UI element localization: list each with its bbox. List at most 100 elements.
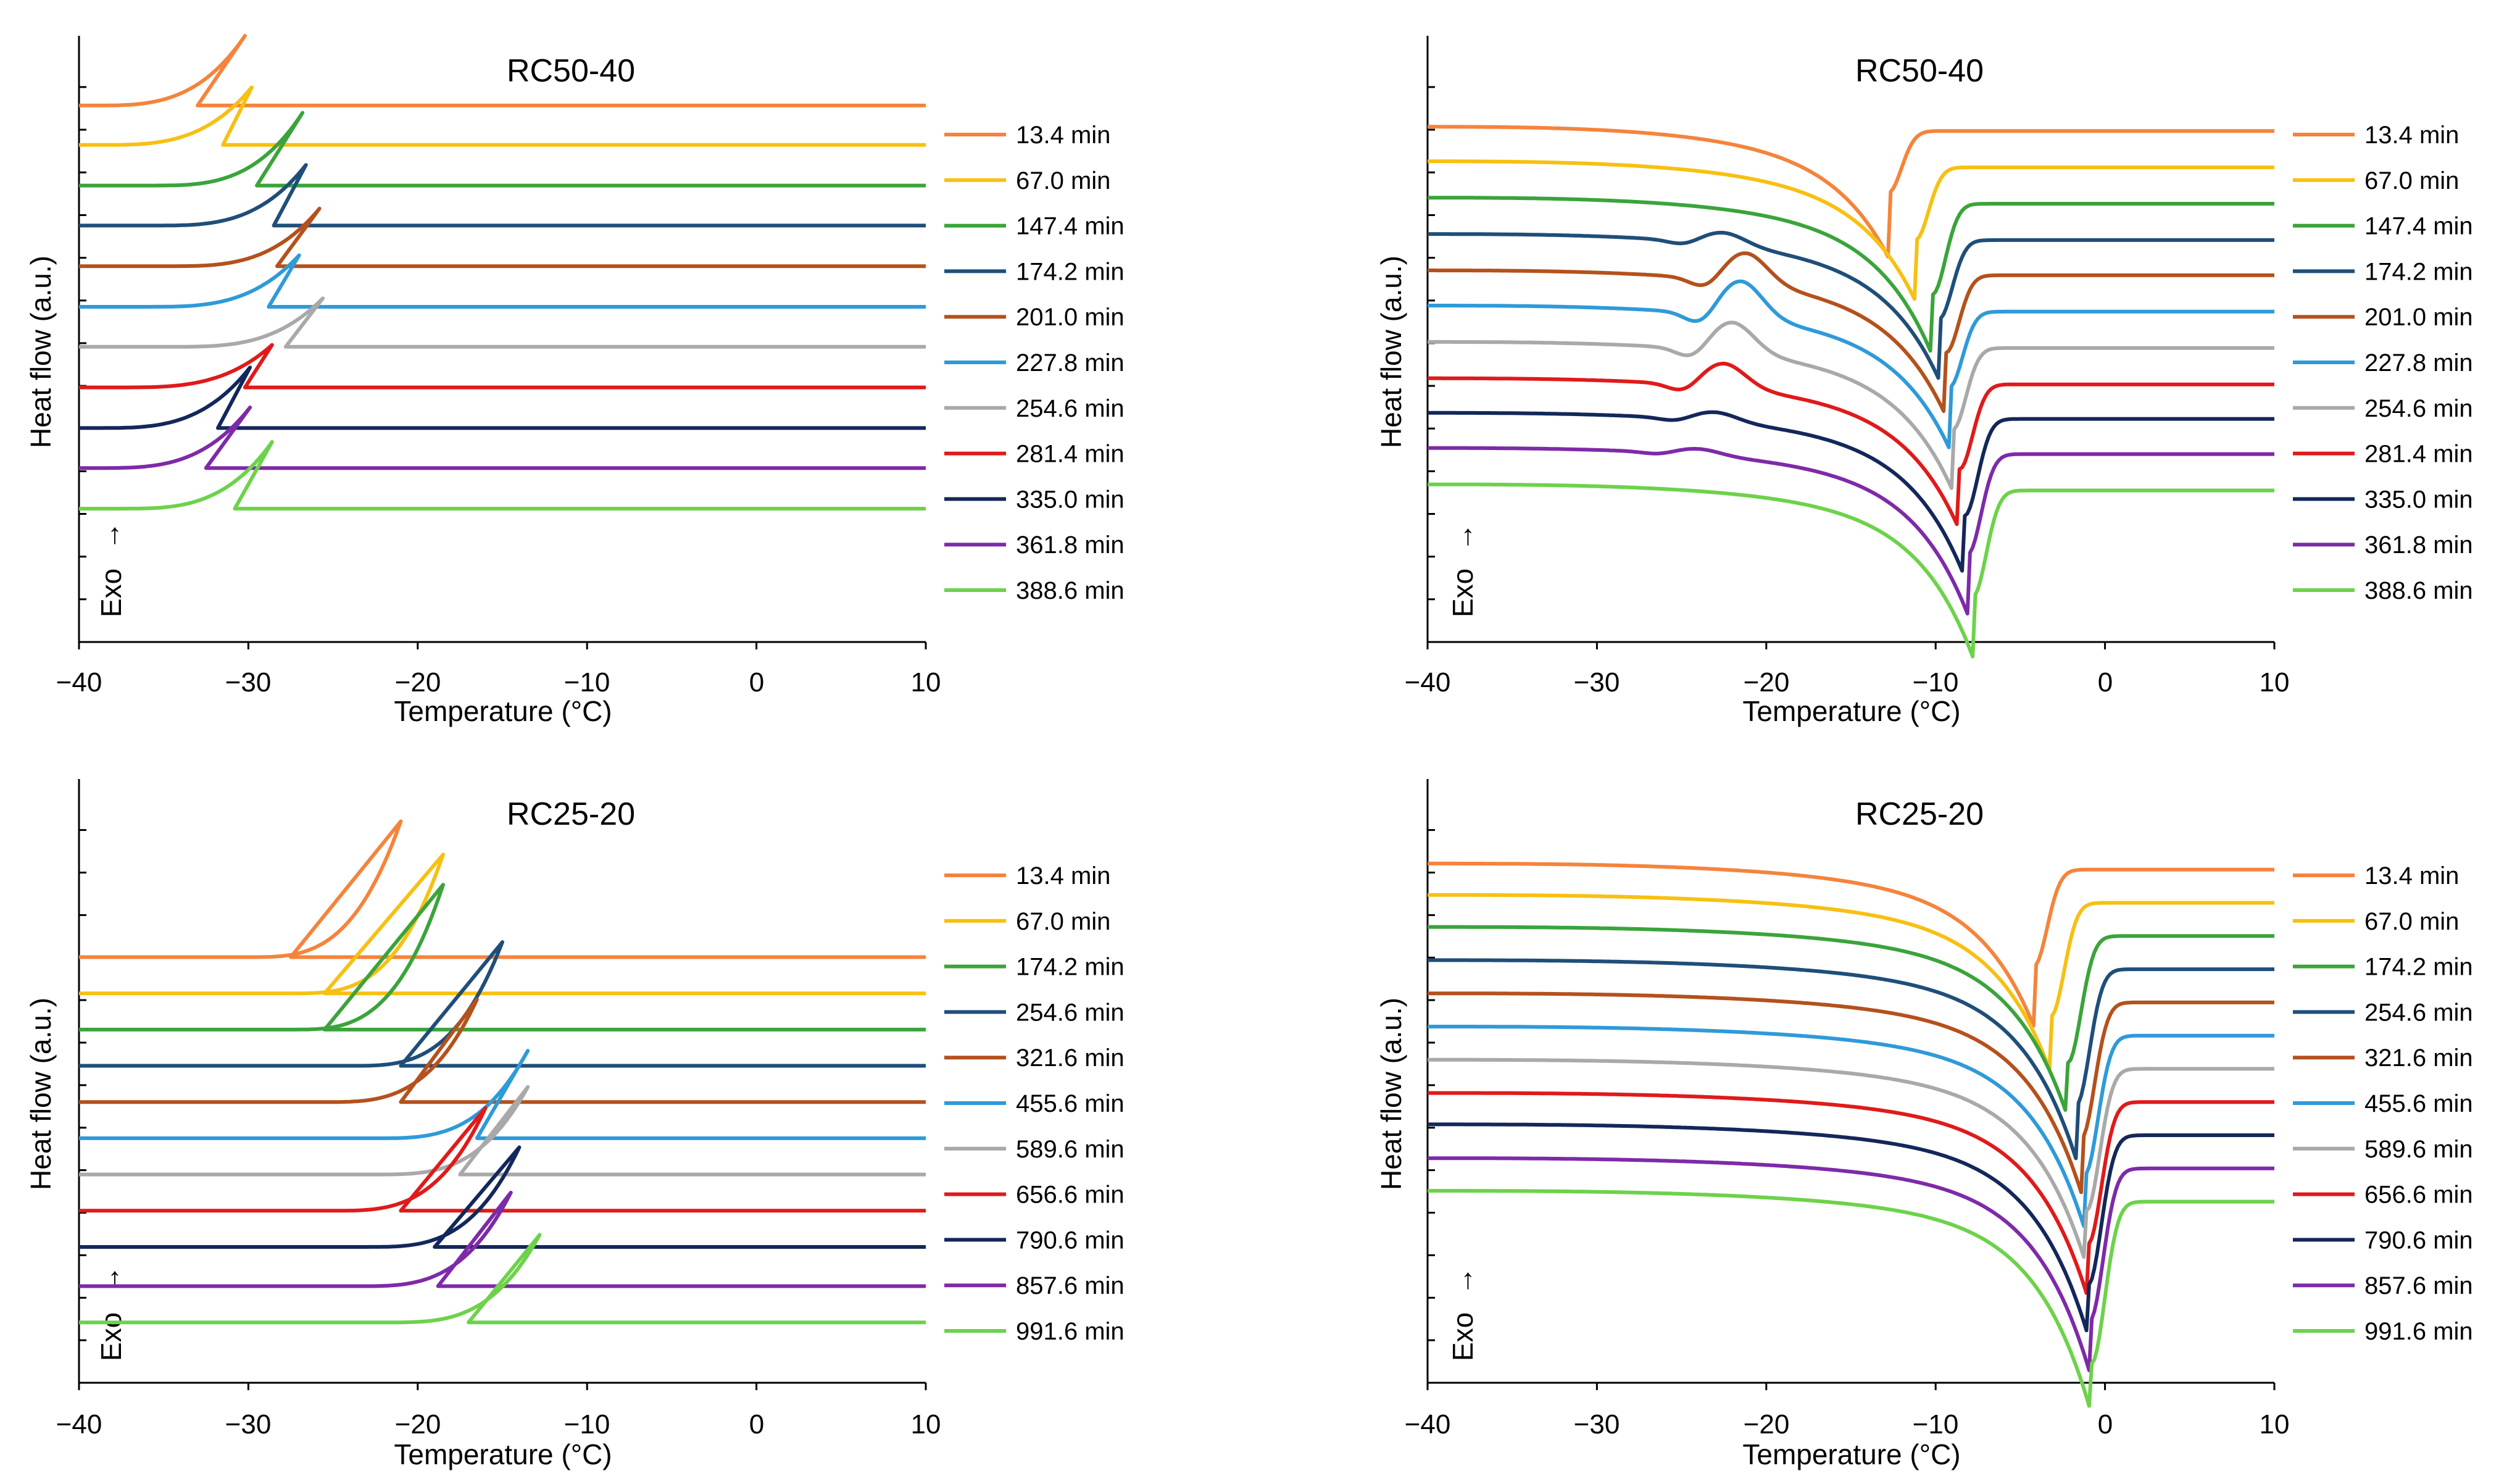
legend-label: 227.8 min (2364, 349, 2473, 377)
x-tick-label: −20 (1744, 667, 1790, 698)
exo-label: Exo (95, 1312, 127, 1361)
series-line (79, 163, 926, 228)
series-line (79, 296, 926, 349)
panel-title: RC50-40 (1855, 53, 1984, 89)
series-line (1428, 861, 2274, 1028)
series-line (79, 85, 926, 147)
legend: 13.4 min 67.0 min 147.4 min 174.2 min 201.0 … (944, 122, 1125, 604)
legend-label: 790.6 min (1016, 1227, 1125, 1254)
x-tick-label: −10 (1913, 1409, 1959, 1440)
legend-label: 857.6 min (1016, 1272, 1125, 1299)
legend-label: 147.4 min (1016, 213, 1125, 240)
x-tick-label: 10 (911, 667, 941, 698)
series-line (79, 34, 926, 107)
x-tick-label: −10 (564, 1409, 610, 1440)
series-line (79, 819, 926, 959)
series-line (1428, 410, 2274, 573)
series-line (1428, 230, 2274, 380)
x-tick-label: −30 (1574, 667, 1620, 698)
legend-label: 335.0 min (1016, 486, 1125, 513)
y-axis-label: Heat flow (a.u.) (1375, 998, 1407, 1190)
x-axis-label: Temperature (°C) (394, 1438, 612, 1470)
x-tick-label: −30 (225, 667, 272, 698)
series-line (79, 206, 926, 269)
series-group (79, 34, 926, 511)
y-axis-label: Heat flow (a.u.) (1375, 256, 1407, 448)
series-line (1428, 1156, 2274, 1372)
x-tick-label: 0 (749, 1409, 764, 1440)
series-line (79, 440, 926, 511)
legend-label: 67.0 min (2364, 908, 2459, 935)
legend-label: 589.6 min (2364, 1136, 2473, 1163)
legend-label: 13.4 min (2364, 122, 2459, 149)
legend-label: 361.8 min (1016, 531, 1125, 559)
series-line (1428, 159, 2274, 301)
series-line (79, 1145, 926, 1249)
series-line (79, 343, 926, 390)
legend-label: 790.6 min (2364, 1227, 2473, 1254)
series-line (1428, 1122, 2274, 1333)
legend-label: 281.4 min (2364, 441, 2473, 468)
y-ticks (79, 86, 86, 643)
series-line (1428, 893, 2274, 1072)
legend-label: 656.6 min (2364, 1182, 2473, 1209)
panel-rc50-40-cooling: RC50-40 Heat flow (a.u.) Temperature (°C… (25, 34, 1125, 727)
panel-rc50-40-heating: RC50-40 Heat flow (a.u.) Temperature (°C… (1375, 36, 2473, 727)
series-line (79, 406, 926, 470)
series-line (1428, 446, 2274, 615)
legend-label: 201.0 min (2364, 304, 2473, 331)
legend-label: 254.6 min (1016, 395, 1125, 422)
exo-arrow-icon: ↑ (108, 517, 122, 549)
series-group (1428, 125, 2274, 659)
x-axis-label: Temperature (°C) (1742, 695, 1960, 727)
legend-label: 321.6 min (1016, 1044, 1125, 1072)
x-tick-label: −20 (395, 667, 441, 698)
series-line (1428, 1057, 2274, 1259)
series-line (1428, 196, 2274, 353)
x-tick-labels: −40 −30 −20 −10 0 10 (1405, 1409, 2290, 1440)
series-line (79, 1106, 926, 1213)
legend-label: 991.6 min (1016, 1318, 1125, 1345)
exo-label: Exo (1447, 1312, 1479, 1361)
legend-label: 857.6 min (2364, 1272, 2473, 1299)
x-tick-label: −40 (1405, 1409, 1451, 1440)
x-axis-label: Temperature (°C) (394, 695, 612, 727)
series-line (1428, 125, 2274, 259)
legend-label: 455.6 min (2364, 1090, 2473, 1117)
y-ticks (1428, 86, 1435, 643)
legend-label: 991.6 min (2364, 1318, 2473, 1345)
legend-label: 455.6 min (1016, 1090, 1125, 1117)
series-line (79, 1049, 926, 1140)
series-line (1428, 482, 2274, 659)
x-tick-label: −10 (1913, 667, 1959, 698)
legend-label: 147.4 min (2364, 213, 2473, 240)
x-tick-label: −10 (564, 667, 610, 698)
series-line (1428, 1189, 2274, 1408)
series-line (1428, 251, 2274, 413)
series-line (79, 253, 926, 309)
legend-label: 227.8 min (1016, 349, 1125, 377)
series-line (79, 852, 926, 996)
legend-label: 254.6 min (2364, 999, 2473, 1026)
exo-arrow-icon: → (1447, 1267, 1479, 1295)
y-ticks (79, 829, 86, 1384)
series-line (1428, 320, 2274, 490)
legend-label: 254.6 min (1016, 999, 1125, 1026)
legend: 13.4 min 67.0 min 174.2 min 254.6 min 321.6 … (944, 862, 1125, 1345)
legend-label: 361.8 min (2364, 531, 2473, 559)
series-line (79, 365, 926, 430)
exo-label: Exo (95, 569, 127, 617)
x-tick-label: −30 (1574, 1409, 1620, 1440)
series-line (1428, 1025, 2274, 1228)
legend-label: 388.6 min (2364, 577, 2473, 604)
panel-title: RC25-20 (507, 796, 635, 832)
series-line (1428, 958, 2274, 1161)
x-tick-label: 0 (2098, 1409, 2113, 1440)
exo-arrow-icon: → (1447, 523, 1479, 551)
series-line (79, 940, 926, 1068)
y-axis-label: Heat flow (a.u.) (25, 998, 57, 1190)
y-axis-label: Heat flow (a.u.) (25, 256, 57, 448)
series-line (1428, 279, 2274, 449)
x-tick-label: 10 (2260, 667, 2290, 698)
legend-label: 321.6 min (2364, 1044, 2473, 1072)
